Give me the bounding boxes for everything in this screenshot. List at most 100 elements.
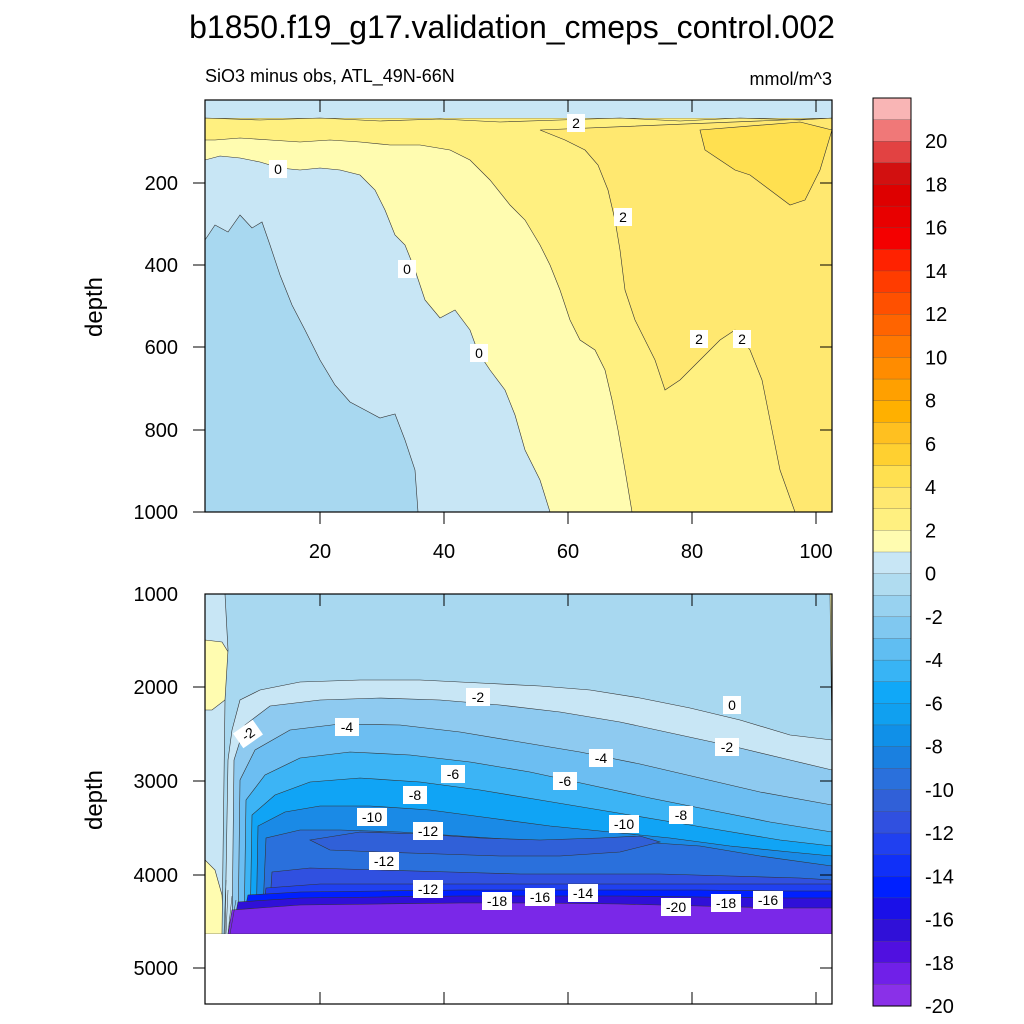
colorbar-tick-label: 6 (925, 434, 936, 456)
colorbar-swatch (872, 659, 912, 683)
lower-label-15: -12 (418, 881, 438, 897)
colorbar-tick-label: 4 (925, 477, 936, 499)
colorbar-swatch (872, 768, 912, 791)
upper-label-3: 2 (619, 209, 627, 225)
xtick-80: 80 (681, 541, 703, 563)
lower-ytick-2000: 2000 (134, 677, 179, 699)
colorbar-swatch (872, 270, 912, 294)
lower-fan-lines (223, 879, 237, 934)
colorbar-swatch (872, 422, 912, 445)
colorbar-tick-label: -20 (925, 996, 954, 1018)
colorbar-swatch (872, 595, 912, 618)
lower-label-21: -16 (758, 892, 778, 908)
lower-y-tick-labels: 1000 2000 3000 4000 5000 (134, 584, 179, 980)
colorbar-tick-label: 18 (925, 174, 947, 196)
colorbar-swatch (872, 357, 912, 380)
upper-ytick-200: 200 (145, 173, 178, 195)
colorbar (872, 97, 912, 1007)
colorbar-swatch (872, 962, 912, 985)
colorbar-swatch (872, 184, 912, 207)
upper-label-4: 0 (403, 261, 411, 277)
lower-label-12: -10 (614, 816, 634, 832)
colorbar-swatch (872, 141, 912, 164)
lower-label-9: -8 (409, 787, 422, 803)
upper-region-deep-blue (205, 214, 419, 512)
lower-label-7: -6 (447, 766, 460, 782)
upper-ytick-400: 400 (145, 255, 178, 277)
lower-label-18: -14 (573, 885, 593, 901)
colorbar-tick-label: 20 (925, 131, 947, 153)
xtick-20: 20 (309, 541, 331, 563)
upper-label-1: 2 (572, 115, 580, 131)
colorbar-swatch (872, 876, 912, 899)
xtick-60: 60 (557, 541, 579, 563)
colorbar-swatch (872, 703, 912, 726)
colorbar-swatch (872, 832, 912, 856)
lower-label-6: -4 (595, 750, 608, 766)
colorbar-swatch (872, 119, 912, 142)
colorbar-swatch (872, 746, 912, 769)
colorbar-tick-labels: 20181614121086420-2-4-6-8-10-12-14-16-18… (925, 131, 954, 1018)
lower-label-19: -20 (666, 899, 686, 915)
lower-ytick-1000: 1000 (134, 584, 179, 606)
lower-label-8: -6 (559, 773, 572, 789)
upper-panel (205, 100, 832, 512)
upper-ylabel: depth (81, 277, 108, 337)
colorbar-swatch (872, 724, 912, 748)
upper-surface-band (205, 100, 832, 118)
colorbar-swatch (872, 400, 912, 423)
colorbar-swatch (872, 378, 912, 402)
colorbar-swatch (872, 486, 912, 510)
colorbar-tick-label: -14 (925, 866, 954, 888)
chart-units: mmol/m^3 (750, 69, 832, 89)
colorbar-tick-label: 2 (925, 520, 936, 542)
colorbar-swatch (872, 551, 912, 575)
upper-region-two-to-three (539, 117, 832, 512)
lower-label-4: 0 (728, 697, 736, 713)
lower-ytick-4000: 4000 (134, 865, 179, 887)
colorbar-swatch (872, 681, 912, 704)
upper-ytick-1000: 1000 (134, 502, 179, 524)
colorbar-swatch (872, 465, 912, 488)
lower-label-20: -18 (716, 895, 736, 911)
lower-label-17: -16 (530, 889, 550, 905)
colorbar-swatch (872, 984, 912, 1007)
colorbar-tick-label: 0 (925, 564, 936, 586)
lower-label-11: -10 (362, 809, 382, 825)
colorbar-tick-label: 14 (925, 261, 947, 283)
xtick-40: 40 (433, 541, 455, 563)
colorbar-swatch (872, 616, 912, 640)
lower-label-2: -2 (472, 689, 485, 705)
colorbar-swatch (872, 638, 912, 661)
colorbar-swatch (872, 249, 912, 272)
lower-label-10: -8 (675, 807, 688, 823)
lower-ytick-5000: 5000 (134, 958, 179, 980)
upper-y-tick-labels: 200 400 600 800 1000 (134, 173, 179, 524)
colorbar-swatch (872, 897, 912, 921)
lower-ticks (193, 594, 832, 1004)
lower-no-data-region (205, 934, 832, 1004)
chart-title: b1850.f19_g17.validation_cmeps_control.0… (189, 9, 835, 45)
upper-contour-labels: 2 0 2 0 0 2 2 (269, 114, 751, 362)
colorbar-tick-label: -2 (925, 607, 943, 629)
upper-surface-contour (205, 117, 832, 123)
upper-ytick-800: 800 (145, 420, 178, 442)
colorbar-tick-label: -8 (925, 737, 943, 759)
colorbar-tick-label: 16 (925, 218, 947, 240)
colorbar-swatch (872, 162, 912, 186)
upper-ticks (193, 100, 832, 524)
colorbar-tick-label: -4 (925, 650, 943, 672)
lower-plot-frame (204, 593, 833, 1005)
colorbar-tick-label: -6 (925, 693, 943, 715)
colorbar-tick-label: 8 (925, 391, 936, 413)
colorbar-swatch (872, 335, 912, 358)
colorbar-swatch (872, 854, 912, 877)
colorbar-swatch (872, 919, 912, 942)
upper-label-7: 2 (738, 331, 746, 347)
colorbar-tick-label: -16 (925, 910, 954, 932)
upper-label-5: 0 (475, 345, 483, 361)
lower-band-1 (221, 594, 832, 934)
colorbar-swatch (872, 789, 912, 812)
colorbar-swatch (872, 508, 912, 531)
